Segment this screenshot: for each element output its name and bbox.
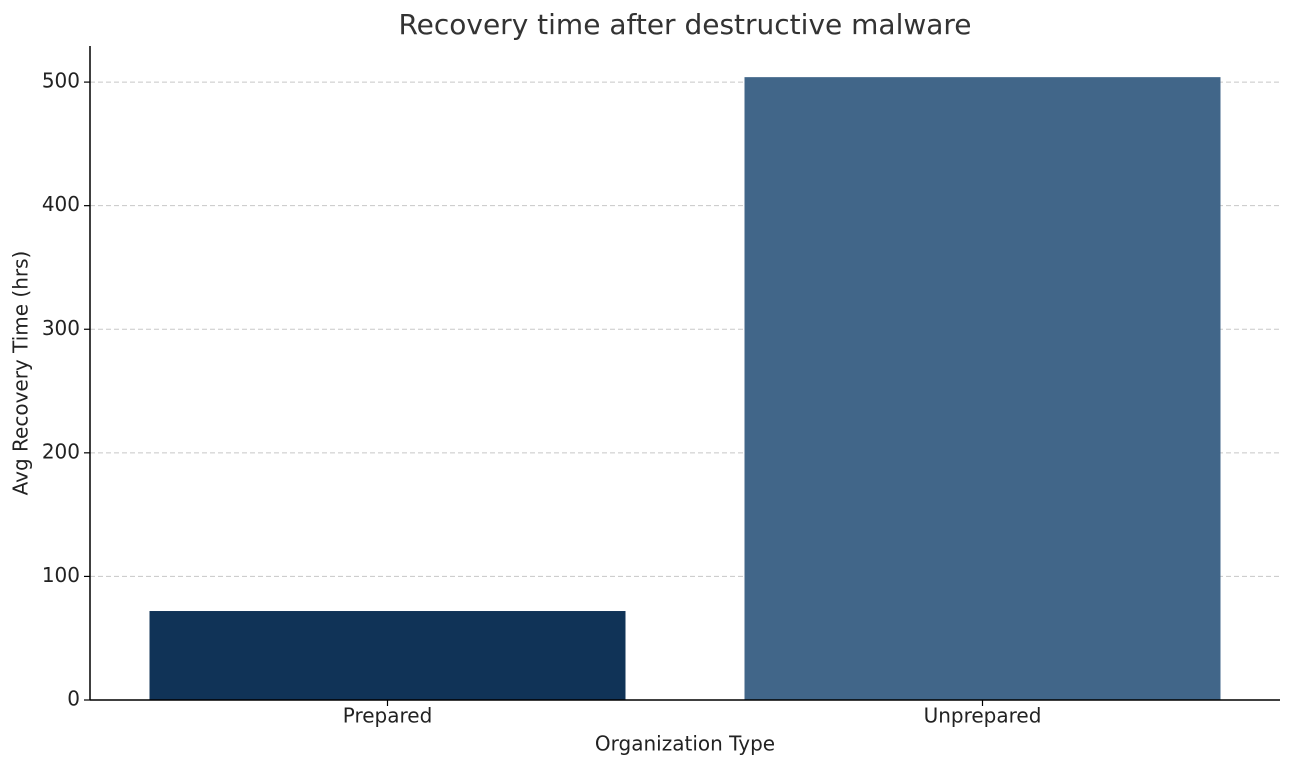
y-tick-label: 500	[42, 69, 80, 93]
bar	[149, 611, 626, 700]
bar	[744, 77, 1221, 700]
y-tick-label: 400	[42, 192, 80, 216]
chart-title: Recovery time after destructive malware	[398, 8, 971, 41]
y-tick-label: 300	[42, 316, 80, 340]
x-axis-label: Organization Type	[595, 732, 775, 756]
x-tick-label: Prepared	[343, 704, 433, 728]
y-tick-label: 200	[42, 439, 80, 463]
y-tick-label: 100	[42, 563, 80, 587]
y-axis-label: Avg Recovery Time (hrs)	[9, 251, 33, 496]
x-tick-label: Unprepared	[924, 704, 1042, 728]
y-tick-label: 0	[67, 687, 80, 711]
